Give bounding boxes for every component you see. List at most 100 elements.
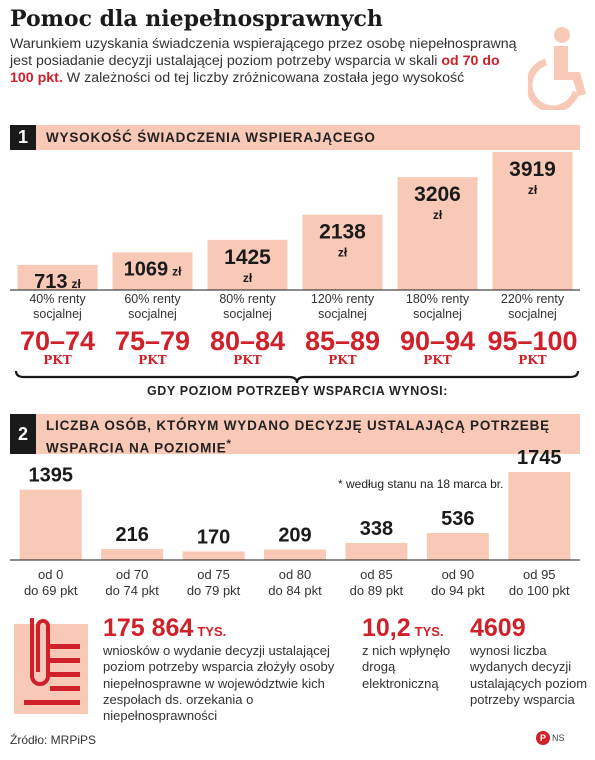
tick-label: 90–94 [400,326,475,356]
stat-2-value: 10,2 [362,614,411,642]
section1-header: 1 Wysokość świadczenia wspierającego [10,125,580,150]
data-label: 1069 zł [124,258,183,280]
bar [426,532,489,560]
sublabel: socjalnej [318,307,367,321]
tick-label: od 0 [38,567,63,582]
tick-label: od 70 [116,567,149,582]
stat-3: 4609 wynosi liczba wydanych decyzji usta… [470,614,590,708]
tick-label: do 74 pkt [105,583,159,598]
sublabel: socjalnej [223,307,272,321]
tick-label: od 75 [197,567,230,582]
bar [264,549,326,560]
bar [19,489,82,560]
bar [182,551,245,560]
sublabel: socjalnej [33,307,82,321]
data-unit-label: zł [433,208,443,222]
tick-label: od 90 [442,567,475,582]
section2-header: 2 Liczba osób, którym wydano decyzję ust… [10,414,580,456]
tick-unit: PKT [233,353,261,367]
sublabel: 60% renty [124,292,181,306]
bar [492,152,573,290]
sublabel: 180% renty [406,292,470,306]
bar [397,177,478,290]
data-label: 1425 [224,246,271,269]
bar [101,549,164,560]
data-label: 170 [197,526,230,548]
source-label: Źródło: MRPiPS [10,733,97,747]
document-clip-icon [14,618,88,714]
stat-2-unit: TYS. [414,624,444,639]
section2-number: 2 [10,414,36,454]
sublabel: socjalnej [413,307,462,321]
tick-unit: PKT [138,353,166,367]
brace-icon [14,370,580,384]
section1-number: 1 [10,125,36,150]
data-label: 3919 [509,158,556,181]
data-label: 2138 [319,221,366,244]
logo-initials: NS [552,733,565,743]
tick-unit: PKT [43,353,71,367]
brace-label: GDY POZIOM POTRZEBY WSPARCIA WYNOSI: [146,384,448,398]
intro-highlight: od 70 do 100 pkt. [10,53,500,86]
page-title: Pomoc dla niepełnosprawnych [10,6,383,32]
stat-2: 10,2 TYS. z nich wpłynęło drogą elektroni… [362,614,462,692]
data-label: 209 [278,524,311,546]
intro-part2: W zależności od tej liczby zróżnicowana … [66,70,465,86]
sublabel: socjalnej [128,307,177,321]
tick-label: 80–84 [210,326,285,356]
bar [207,239,288,290]
stat-1-unit: TYS. [197,624,227,639]
sublabel: 120% renty [311,292,375,306]
intro-part1: Warunkiem uzyskania świadczenia wspieraj… [10,36,517,69]
tick-label: 75–79 [115,326,190,356]
tick-label: do 69 pkt [24,583,78,598]
tick-label: od 80 [279,567,312,582]
intro-text: Warunkiem uzyskania świadczenia wspieraj… [10,36,520,87]
data-label: 216 [115,524,148,546]
tick-label: 95–100 [487,326,577,356]
stat-1: 175 864 TYS. wniosków o wydanie decyzji u… [103,614,353,724]
tick-label: od 85 [360,567,393,582]
tick-unit: PKT [328,353,356,367]
stat-3-value: 4609 [470,614,526,642]
section2-title-mark: * [226,438,232,450]
tick-label: 85–89 [305,326,380,356]
logo-mark: P [536,731,550,745]
sublabel: socjalnej [508,307,557,321]
tick-label: od 95 [523,567,556,582]
tick-unit: PKT [518,353,546,367]
data-unit-label: zł [72,277,82,291]
tick-unit: PKT [423,353,451,367]
bar [508,472,571,560]
sublabel: 220% renty [501,292,565,306]
data-label: 338 [360,518,393,540]
bar [345,542,408,560]
wheelchair-icon [528,27,586,110]
bar [112,252,193,290]
stat-2-text: z nich wpłynęło drogą elektroniczną [362,643,451,691]
bar [302,214,383,290]
section2-title: Liczba osób, którym wydano decyzję ustal… [46,417,550,458]
data-unit-label: zł [172,264,182,278]
tick-label: do 94 pkt [431,583,485,598]
data-label: 3206 [414,183,461,206]
footnote: * według stanu na 18 marca br. [338,477,504,491]
data-unit-label: zł [528,183,538,197]
stat-1-value: 175 864 [103,614,194,642]
tick-label: do 100 pkt [509,583,570,598]
data-label: 536 [441,508,474,530]
stat-3-text: wynosi liczba wydanych decyzji ustalając… [470,643,588,707]
data-label: 1395 [28,465,73,487]
stat-1-text: wniosków o wydanie decyzji ustalającej p… [103,643,335,724]
section2-title-line2: wsparcia na poziomie [46,440,227,456]
data-label: 1745 [517,447,562,469]
tick-label: do 79 pkt [187,583,241,598]
data-unit-label: zł [243,271,253,285]
section1-title: Wysokość świadczenia wspierającego [46,130,376,145]
section2-title-line1: Liczba osób, którym wydano decyzję ustal… [46,418,550,433]
publisher-logo: P NS [536,731,565,745]
sublabel: 80% renty [219,292,276,306]
bar [17,264,98,290]
